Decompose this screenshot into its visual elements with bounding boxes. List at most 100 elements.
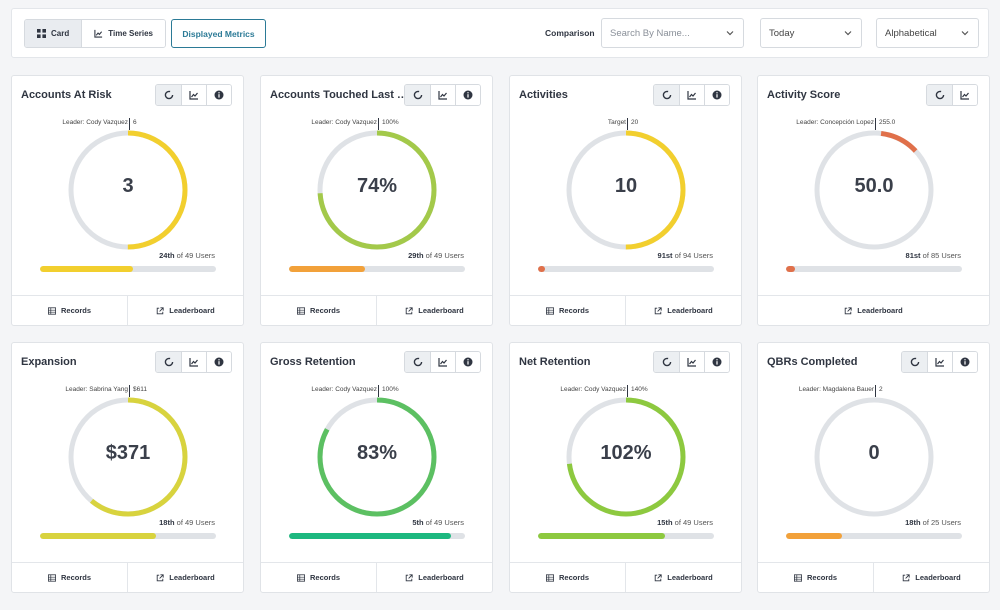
card-footer: Records Leaderboard: [261, 562, 492, 592]
rank-total: of 49 Users: [423, 251, 464, 260]
gauge-ring: [68, 397, 188, 517]
sort-value: Alphabetical: [885, 27, 937, 39]
gauge-icon: [662, 90, 671, 100]
comparison-reference: Leader: Concepción Lopez 255.0: [758, 118, 991, 130]
comparison-reference: Leader: Cody Vazquez 100%: [261, 118, 494, 130]
leaderboard-button[interactable]: Leaderboard: [376, 296, 492, 325]
line-chart-icon: [960, 91, 969, 100]
info-button[interactable]: [704, 352, 729, 372]
card-view-toggle: [155, 351, 232, 373]
metric-value: 74%: [356, 175, 398, 197]
gauge-view-button[interactable]: [156, 352, 181, 372]
gauge-icon: [164, 357, 173, 367]
leaderboard-button[interactable]: Leaderboard: [127, 296, 243, 325]
reference-value: 2: [879, 386, 883, 393]
trend-view-button[interactable]: [952, 85, 977, 105]
gauge-view-button[interactable]: [927, 85, 952, 105]
metric-title: Net Retention: [519, 356, 591, 368]
displayed-metrics-button[interactable]: Displayed Metrics: [171, 19, 266, 48]
metric-title: Accounts At Risk: [21, 89, 112, 101]
info-icon: [712, 90, 722, 100]
trend-view-button[interactable]: [430, 352, 455, 372]
trend-view-button[interactable]: [430, 85, 455, 105]
reference-marker: [378, 118, 379, 130]
info-icon: [463, 90, 473, 100]
card-view-button[interactable]: Card: [25, 20, 83, 47]
rank-position: 15th: [657, 518, 673, 527]
leaderboard-button[interactable]: Leaderboard: [873, 563, 989, 592]
line-chart-icon: [189, 358, 198, 367]
card-view-toggle: [653, 351, 730, 373]
card-view-toggle: [404, 351, 481, 373]
info-button[interactable]: [704, 85, 729, 105]
leaderboard-button[interactable]: Leaderboard: [625, 563, 741, 592]
metric-value: 102%: [600, 442, 652, 464]
records-button[interactable]: Records: [12, 563, 127, 592]
gauge-ring: [814, 397, 934, 517]
time-series-view-button[interactable]: Time Series: [82, 20, 166, 47]
leaderboard-label: Leaderboard: [418, 306, 464, 315]
records-button[interactable]: Records: [758, 563, 873, 592]
info-button[interactable]: [952, 352, 977, 372]
line-chart-icon: [438, 358, 447, 367]
line-chart-icon: [94, 29, 103, 38]
gauge-icon: [413, 90, 422, 100]
leaderboard-button[interactable]: Leaderboard: [127, 563, 243, 592]
info-button[interactable]: [455, 352, 480, 372]
sort-select[interactable]: Alphabetical: [876, 18, 979, 48]
trend-view-button[interactable]: [679, 352, 704, 372]
info-icon: [214, 357, 224, 367]
rank-position: 24th: [159, 251, 175, 260]
records-button[interactable]: Records: [510, 563, 625, 592]
trend-view-button[interactable]: [927, 352, 952, 372]
trend-view-button[interactable]: [181, 85, 206, 105]
card-footer: Records Leaderboard: [758, 562, 989, 592]
gauge-view-button[interactable]: [654, 85, 679, 105]
records-button[interactable]: Records: [510, 296, 625, 325]
reference-value: 6: [133, 119, 137, 126]
reference-label: Leader: Cody Vazquez: [311, 119, 377, 126]
leaderboard-label: Leaderboard: [667, 306, 713, 315]
line-chart-icon: [687, 91, 696, 100]
rank-position: 18th: [159, 518, 175, 527]
period-select[interactable]: Today: [760, 18, 862, 48]
info-button[interactable]: [206, 352, 231, 372]
reference-value: 100%: [382, 386, 399, 393]
records-button[interactable]: Records: [261, 563, 376, 592]
comparison-reference: Leader: Sabrina Yang $611: [12, 385, 245, 397]
rank-position: 29th: [408, 251, 424, 260]
gauge-view-button[interactable]: [902, 352, 927, 372]
gauge-view-button[interactable]: [654, 352, 679, 372]
leaderboard-button[interactable]: Leaderboard: [758, 296, 989, 325]
gauge-view-button[interactable]: [405, 352, 430, 372]
leaderboard-button[interactable]: Leaderboard: [625, 296, 741, 325]
reference-marker: [627, 385, 628, 397]
search-by-name-select[interactable]: Search By Name...: [601, 18, 744, 48]
gauge-view-button[interactable]: [156, 85, 181, 105]
reference-marker: [875, 385, 876, 397]
grid-icon: [37, 29, 46, 38]
table-icon: [296, 306, 305, 315]
rank-bar-fill: [289, 533, 451, 539]
info-button[interactable]: [455, 85, 480, 105]
rank-bar: [538, 533, 714, 539]
rank-bar-fill: [538, 533, 665, 539]
reference-label: Leader: Cody Vazquez: [560, 386, 626, 393]
metric-title: Accounts Touched Last 3...: [270, 89, 408, 101]
external-link-icon: [655, 306, 662, 314]
rank-position: 81st: [905, 251, 921, 260]
records-button[interactable]: Records: [261, 296, 376, 325]
gauge-track: [814, 130, 934, 250]
rank-total: of 85 Users: [920, 251, 961, 260]
trend-view-button[interactable]: [181, 352, 206, 372]
gauge-progress: [317, 130, 437, 250]
records-button[interactable]: Records: [12, 296, 127, 325]
metric-value: $371: [105, 442, 151, 464]
trend-view-button[interactable]: [679, 85, 704, 105]
info-button[interactable]: [206, 85, 231, 105]
card-footer: Records Leaderboard: [12, 295, 243, 325]
leaderboard-button[interactable]: Leaderboard: [376, 563, 492, 592]
gauge-view-button[interactable]: [405, 85, 430, 105]
gauge-ring: [317, 130, 437, 250]
metric-title: Activities: [519, 89, 568, 101]
